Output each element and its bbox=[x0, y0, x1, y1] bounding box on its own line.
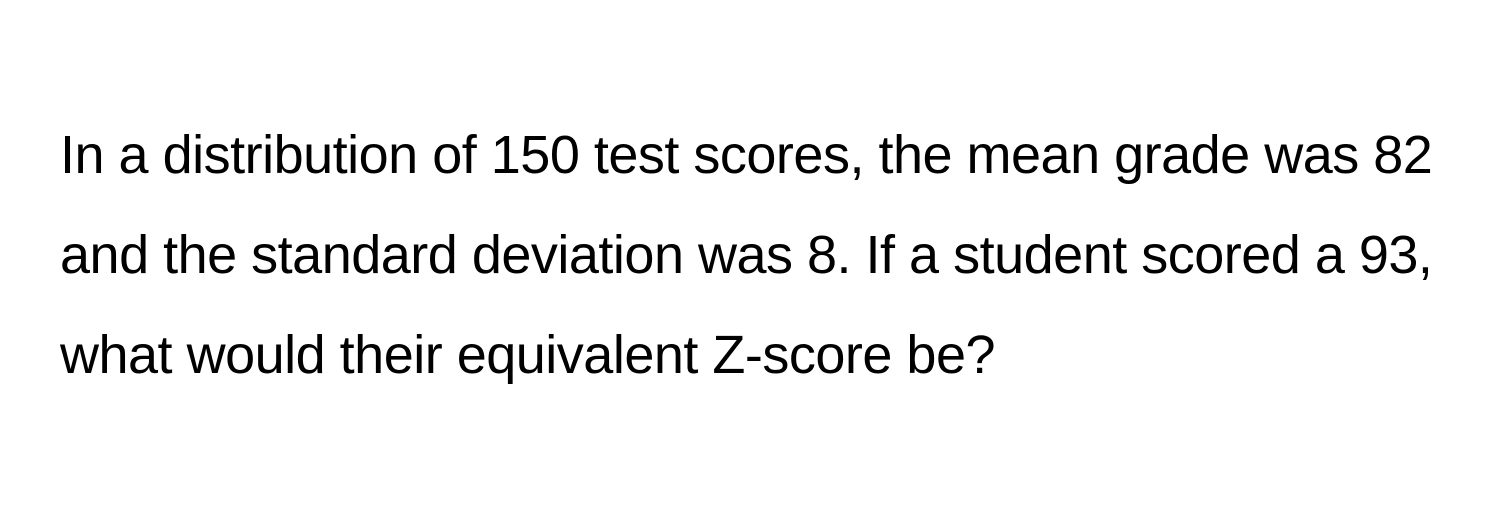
question-text: In a distribution of 150 test scores, th… bbox=[60, 106, 1440, 406]
